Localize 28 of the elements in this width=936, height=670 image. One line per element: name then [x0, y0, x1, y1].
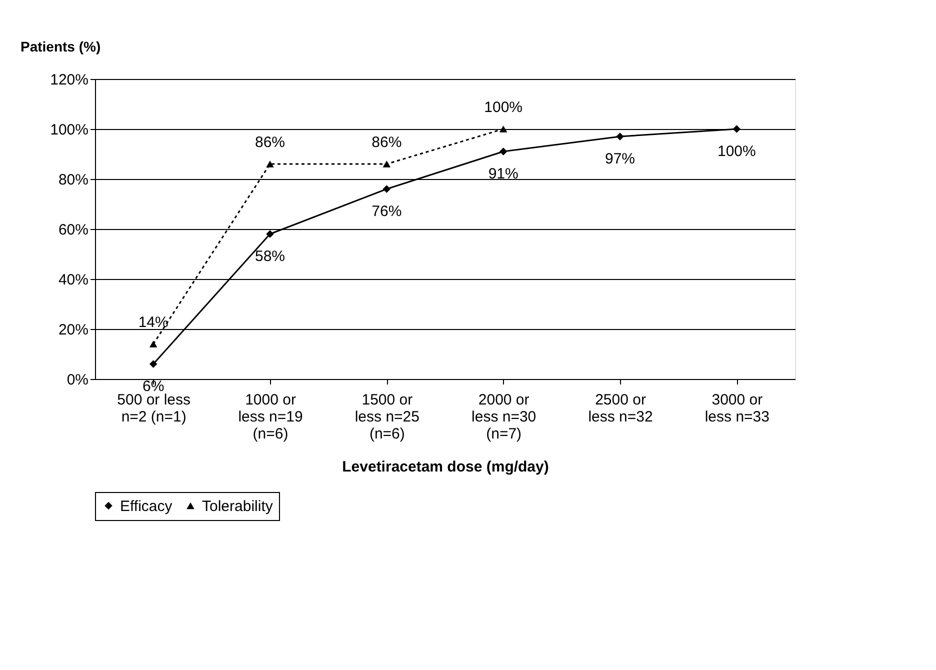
- y-tick-label: 20%: [58, 322, 88, 338]
- data-label: 76%: [372, 203, 402, 220]
- x-axis-title: Levetiracetam dose (mg/day): [342, 458, 549, 476]
- point: [149, 340, 158, 348]
- x-tick-label: 3000 or less n=33: [704, 392, 770, 426]
- legend-label: Tolerability: [202, 498, 274, 515]
- data-label: 14%: [138, 314, 168, 331]
- data-label: 100%: [484, 99, 523, 116]
- y-tick-label: 40%: [58, 272, 88, 288]
- point: [149, 360, 158, 368]
- x-tick-label: 2500 or less n=32: [588, 392, 653, 426]
- data-label: 86%: [372, 134, 402, 151]
- y-tick-label: 120%: [50, 72, 88, 88]
- x-tick-label: 1000 or less n=19 (n=6): [238, 392, 303, 442]
- x-tick-label: 1500 or less n=25 (n=6): [354, 392, 420, 442]
- y-tick-label: 0%: [66, 372, 88, 388]
- y-tick-label: 80%: [58, 172, 88, 188]
- data-label: 97%: [604, 150, 636, 168]
- y-axis-title: Patients (%): [20, 38, 101, 54]
- point: [732, 125, 741, 133]
- data-label: 58%: [254, 248, 286, 265]
- data-label: 100%: [717, 143, 756, 160]
- legend-label: Efficacy: [120, 498, 173, 515]
- data-label: 91%: [488, 166, 518, 182]
- y-tick-label: 100%: [50, 122, 88, 138]
- y-tick-label: 60%: [58, 222, 88, 238]
- x-tick-label: 2000 or less n=30 (n=7): [472, 392, 536, 442]
- data-label: 86%: [254, 134, 286, 151]
